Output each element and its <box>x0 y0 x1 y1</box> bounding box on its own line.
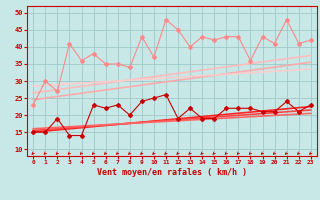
X-axis label: Vent moyen/en rafales ( km/h ): Vent moyen/en rafales ( km/h ) <box>97 168 247 177</box>
